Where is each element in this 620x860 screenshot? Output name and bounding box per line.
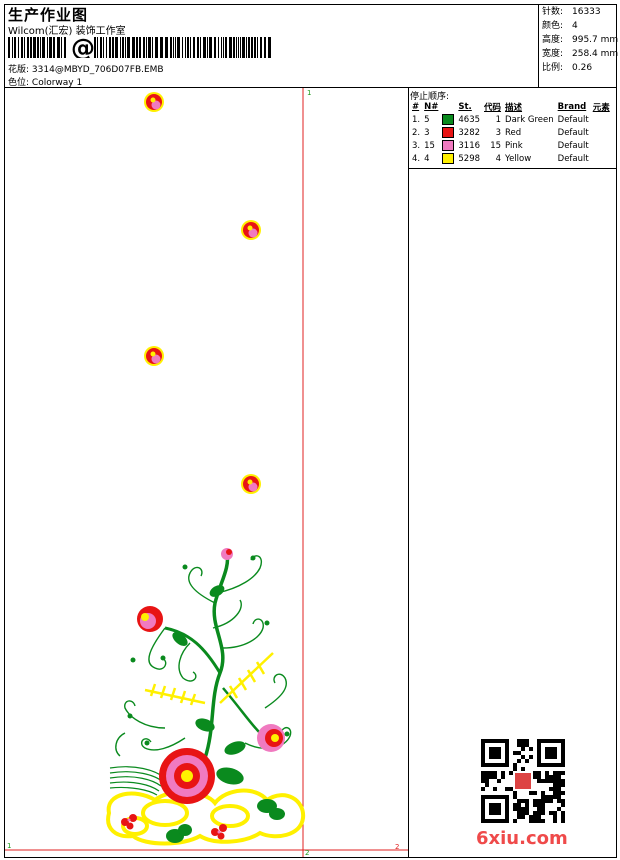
row-code: 4 [495, 153, 502, 164]
row-index: 3. [412, 140, 421, 151]
design-file-line: 花版: 3314@MBYD_706D07FB.EMB [8, 62, 164, 75]
row-description: Red [505, 127, 522, 138]
stop-sequence-title: 停止顺序: [410, 92, 450, 102]
stop-sequence-table: # N# St. 代码 描述 Brand 元素 1. 5 4635 1 Dark Gre… [410, 101, 612, 165]
header-vertical-divider [538, 4, 539, 88]
row-stitches: 3282 [458, 127, 481, 138]
stat-colors: 颜色: 4 [542, 21, 578, 31]
table-row: 2. 3 3282 3 Red Default [410, 126, 612, 139]
marker-top: 1 [307, 89, 311, 97]
row-brand: Default [557, 153, 589, 164]
row-description: Dark Green [505, 114, 554, 125]
big-flower [159, 748, 215, 804]
stat-height: 高度: 995.7 mm [542, 35, 619, 45]
marker-right: 2 [395, 843, 399, 851]
row-code: 1 [495, 114, 502, 125]
row-brand: Default [557, 127, 589, 138]
row-stitches: 4635 [458, 114, 481, 125]
color-swatch [442, 114, 455, 125]
row-brand: Default [557, 114, 589, 125]
table-row: 1. 5 4635 1 Dark Green Default [410, 113, 612, 126]
row-stitches: 5298 [458, 153, 481, 164]
header-divider [4, 87, 617, 88]
qr-center-seal-icon [515, 773, 531, 789]
design-canvas: 1 1 2 2 [5, 88, 408, 857]
row-needle: 15 [424, 140, 435, 151]
col-index: # [412, 102, 420, 112]
stop-table-divider [408, 168, 617, 169]
color-swatch [442, 153, 455, 164]
row-stitches: 3116 [458, 140, 481, 151]
panel-divider [408, 88, 409, 857]
sheet-frame [4, 4, 617, 858]
row-needle: 4 [424, 153, 430, 164]
marker-bottom-left: 1 [7, 842, 11, 850]
row-code: 3 [495, 127, 502, 138]
col-element: 元素 [592, 103, 610, 113]
row-brand: Default [557, 140, 589, 151]
company-name: Wilcom(汇宏) 装饰工作室 [8, 26, 126, 37]
col-stitches: St. [458, 102, 472, 112]
col-brand: Brand [557, 102, 587, 112]
row-index: 1. [412, 114, 421, 125]
sheet-title: 生产作业图 [8, 6, 89, 24]
right-flower [257, 724, 285, 752]
table-row: 3. 15 3116 15 Pink Default [410, 139, 612, 152]
row-code: 15 [490, 140, 502, 151]
marker-bottom-mid: 2 [305, 849, 309, 857]
stat-stitches: 针数: 16333 [542, 7, 601, 17]
colorway-label: 色位: [8, 78, 30, 88]
floral-motif [106, 548, 306, 846]
row-swatch [440, 152, 456, 165]
stat-scale: 比例: 0.26 [542, 63, 593, 73]
row-index: 2. [412, 127, 421, 138]
row-swatch [440, 113, 456, 126]
colorway-line: 色位: Colorway 1 [8, 75, 82, 88]
row-needle: 5 [424, 114, 430, 125]
top-bud [221, 548, 233, 560]
colorway-name: Colorway 1 [31, 78, 83, 88]
row-needle: 3 [424, 127, 430, 138]
table-row: 4. 4 5298 4 Yellow Default [410, 152, 612, 165]
color-swatch [442, 140, 455, 151]
stat-width: 宽度: 258.4 mm [542, 49, 619, 59]
col-needle: N# [424, 102, 439, 112]
row-description: Yellow [505, 153, 532, 164]
row-swatch [440, 139, 456, 152]
table-header-row: # N# St. 代码 描述 Brand 元素 [410, 101, 612, 113]
col-swatch [440, 101, 456, 113]
qr-code [481, 739, 565, 823]
row-swatch [440, 126, 456, 139]
motif-dot [241, 220, 261, 240]
row-index: 4. [412, 153, 421, 164]
col-code: 代码 [484, 103, 502, 113]
barcode: @ [8, 37, 271, 58]
upper-bud [137, 606, 163, 632]
motif-dot [144, 346, 164, 366]
watermark: 6xiu.com [476, 828, 568, 849]
design-label: 花版: [8, 65, 30, 75]
col-description: 描述 [505, 103, 523, 113]
design-stats: 针数: 16333 颜色: 4 高度: 995.7 mm 宽度: 258.4 mm 比例… [542, 5, 618, 75]
motif-dot [144, 92, 164, 112]
motif-dot [241, 474, 261, 494]
design-file-name: 3314@MBYD_706D07FB.EMB [31, 65, 164, 75]
color-swatch [442, 127, 455, 138]
row-description: Pink [505, 140, 523, 151]
svg-text:@: @ [71, 37, 95, 58]
